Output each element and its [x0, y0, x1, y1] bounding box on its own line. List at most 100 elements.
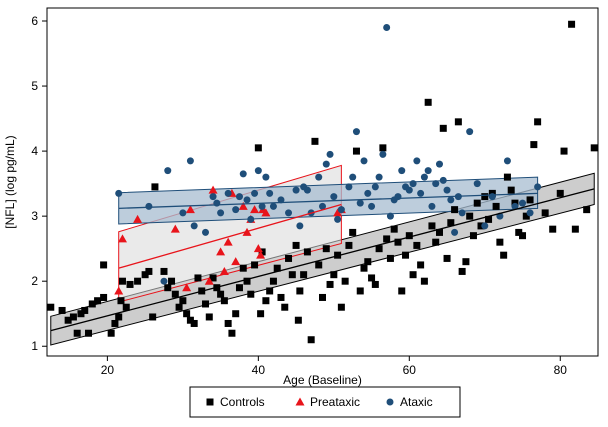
point-controls [420, 277, 428, 285]
point-controls [322, 245, 330, 253]
point-ataxic [458, 209, 466, 217]
point-controls [352, 147, 360, 155]
point-ataxic [443, 186, 451, 194]
point-controls [383, 235, 391, 243]
point-preataxic [117, 234, 127, 243]
point-preataxic [216, 247, 226, 256]
point-controls [519, 232, 527, 240]
point-controls [364, 258, 372, 266]
point-controls [477, 222, 485, 230]
point-controls [115, 313, 123, 321]
point-controls [292, 241, 300, 249]
point-controls [168, 277, 176, 285]
legend-marker-preataxic [295, 397, 305, 406]
point-controls [526, 196, 534, 204]
point-ataxic [447, 196, 455, 204]
point-ataxic [420, 173, 428, 181]
point-controls [266, 287, 274, 295]
point-ataxic [266, 189, 274, 197]
legend-box [189, 386, 461, 418]
point-controls [194, 274, 202, 282]
point-controls [439, 124, 447, 132]
point-ataxic [488, 193, 496, 201]
point-controls [273, 264, 281, 272]
point-controls [432, 238, 440, 246]
point-controls [560, 147, 568, 155]
point-controls [349, 228, 357, 236]
point-ataxic [160, 277, 168, 285]
point-controls [469, 232, 477, 240]
point-controls [277, 293, 285, 301]
point-ataxic [352, 128, 360, 136]
point-ataxic [409, 180, 417, 188]
x-tick-label: 40 [252, 363, 266, 377]
point-ataxic [435, 160, 443, 168]
point-controls [149, 313, 157, 321]
point-preataxic [219, 266, 229, 275]
point-controls [462, 258, 470, 266]
point-controls [534, 118, 542, 126]
point-ataxic [285, 209, 293, 217]
y-tick-label: 3 [31, 209, 38, 223]
point-controls [319, 293, 326, 301]
fit-lines [50, 188, 595, 332]
point-ataxic [503, 157, 511, 165]
point-controls [386, 254, 394, 262]
point-controls [190, 319, 198, 327]
point-ataxic [258, 202, 266, 210]
legend-label-ataxic: Ataxic [400, 395, 433, 409]
y-axis-title: [NFL] (log pg/mL) [3, 135, 17, 228]
point-ataxic [186, 157, 194, 165]
point-controls [583, 206, 591, 214]
point-ataxic [349, 173, 357, 181]
point-controls [390, 225, 398, 233]
point-controls [296, 287, 304, 295]
point-ataxic [213, 199, 221, 207]
point-controls [73, 329, 81, 337]
legend-marker-ataxic [386, 398, 394, 406]
point-controls [522, 212, 530, 220]
point-ataxic [224, 189, 232, 197]
point-controls [243, 277, 251, 285]
point-ataxic [239, 170, 247, 178]
point-controls [500, 251, 508, 259]
point-preataxic [204, 276, 214, 285]
point-ataxic [277, 196, 285, 204]
legend-label-controls: Controls [220, 395, 265, 409]
point-controls [515, 228, 523, 236]
point-controls [341, 277, 349, 285]
point-controls [454, 118, 462, 126]
point-controls [541, 209, 549, 217]
point-ataxic [371, 183, 379, 191]
point-controls [257, 310, 265, 318]
point-controls [77, 310, 85, 318]
point-preataxic [170, 224, 180, 233]
point-ataxic [360, 157, 368, 165]
point-ataxic [145, 202, 153, 210]
point-controls [122, 303, 130, 311]
point-ataxic [243, 196, 251, 204]
fit-line-controls [50, 188, 595, 332]
point-ataxic [303, 186, 311, 194]
point-controls [590, 144, 598, 152]
point-controls [435, 228, 443, 236]
point-controls [251, 261, 259, 269]
point-ataxic [451, 228, 459, 236]
point-controls [345, 241, 353, 249]
legend-marker-controls [206, 398, 214, 406]
point-preataxic [185, 205, 195, 214]
point-controls [160, 267, 168, 275]
y-tick-label: 4 [31, 144, 38, 158]
point-ataxic [232, 206, 240, 214]
point-controls [164, 284, 172, 292]
point-ataxic [526, 209, 534, 217]
point-ataxic [511, 202, 519, 210]
point-ataxic [473, 180, 481, 188]
point-controls [254, 144, 262, 152]
point-controls [224, 319, 232, 327]
point-controls [556, 189, 564, 197]
point-controls [88, 300, 96, 308]
point-controls [117, 297, 125, 305]
point-controls [368, 274, 376, 282]
